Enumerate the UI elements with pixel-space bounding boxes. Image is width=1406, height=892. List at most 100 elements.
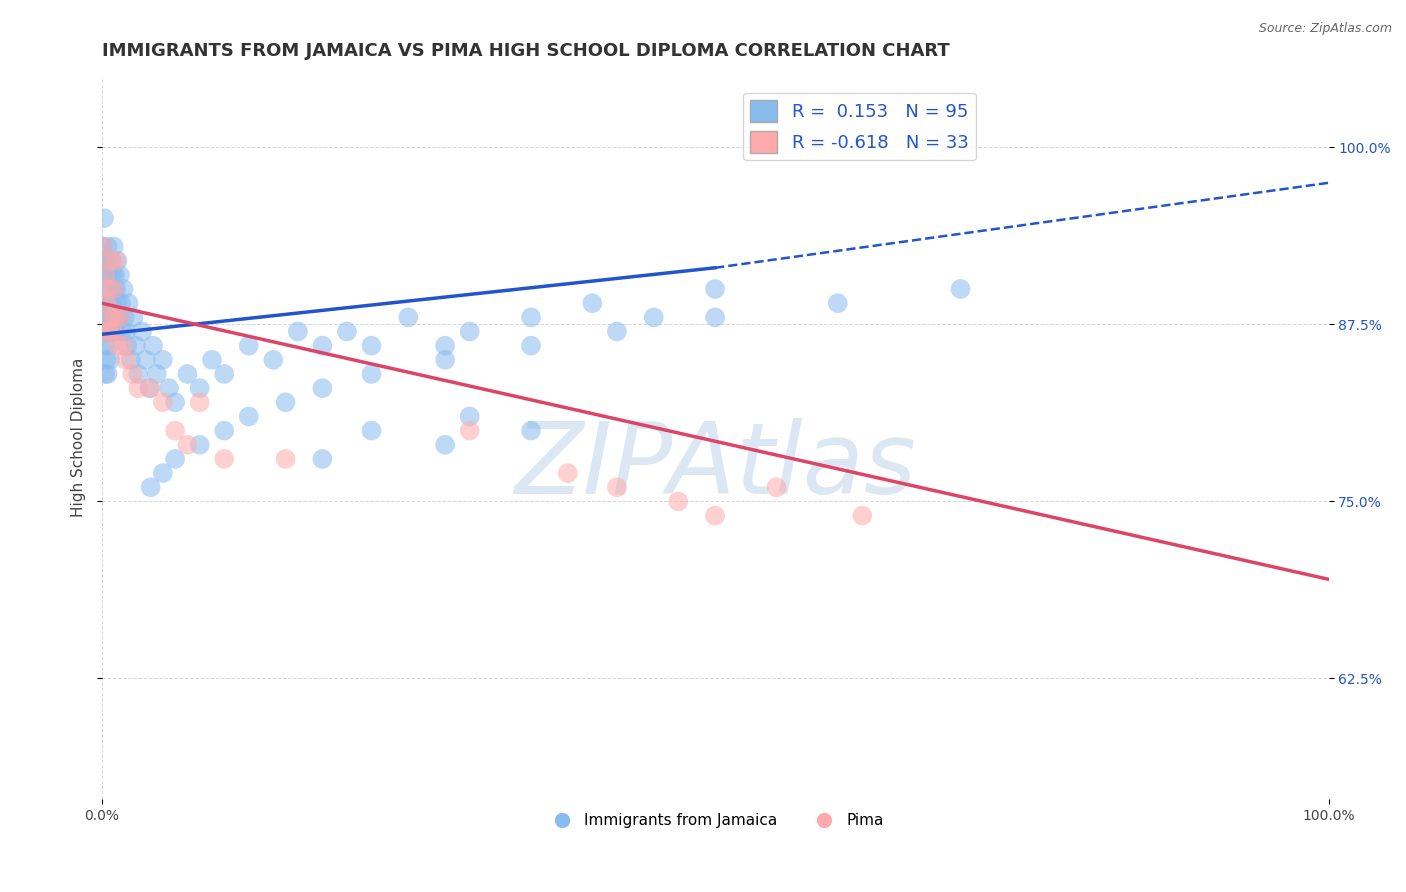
Point: [122, 310, 145, 325]
Point: [115, 325, 138, 339]
Point: [105, 253, 128, 268]
Point: [101, 325, 124, 339]
Point: [606, 480, 628, 494]
Point: [458, 325, 481, 339]
Point: [188, 381, 211, 395]
Point: [557, 466, 579, 480]
Point: [152, 395, 174, 409]
Point: [108, 310, 131, 325]
Point: [112, 339, 135, 353]
Point: [201, 352, 224, 367]
Legend: Immigrants from Jamaica, Pima: Immigrants from Jamaica, Pima: [540, 807, 890, 835]
Point: [97, 325, 120, 339]
Point: [274, 395, 297, 409]
Point: [104, 310, 127, 325]
Point: [98, 268, 121, 282]
Point: [157, 381, 180, 395]
Point: [176, 367, 198, 381]
Point: [100, 310, 122, 325]
Point: [1133, 834, 1156, 848]
Point: [96, 352, 118, 367]
Point: [827, 296, 849, 310]
Point: [111, 325, 134, 339]
Point: [100, 296, 122, 310]
Point: [336, 325, 359, 339]
Point: [188, 395, 211, 409]
Point: [704, 508, 727, 523]
Point: [287, 325, 309, 339]
Point: [396, 310, 419, 325]
Point: [165, 395, 187, 409]
Point: [127, 367, 149, 381]
Text: Source: ZipAtlas.com: Source: ZipAtlas.com: [1258, 22, 1392, 36]
Point: [98, 253, 121, 268]
Point: [98, 310, 121, 325]
Point: [117, 296, 139, 310]
Point: [103, 282, 125, 296]
Point: [103, 282, 125, 296]
Point: [311, 381, 333, 395]
Point: [100, 325, 122, 339]
Point: [238, 409, 260, 424]
Point: [96, 310, 118, 325]
Point: [107, 310, 129, 325]
Point: [238, 339, 260, 353]
Point: [135, 352, 157, 367]
Text: IMMIGRANTS FROM JAMAICA VS PIMA HIGH SCHOOL DIPLOMA CORRELATION CHART: IMMIGRANTS FROM JAMAICA VS PIMA HIGH SCH…: [101, 42, 949, 60]
Point: [581, 296, 603, 310]
Point: [188, 438, 211, 452]
Point: [112, 282, 135, 296]
Point: [97, 367, 120, 381]
Point: [666, 494, 689, 508]
Point: [152, 352, 174, 367]
Point: [94, 339, 117, 353]
Point: [93, 268, 115, 282]
Point: [107, 339, 129, 353]
Point: [360, 424, 382, 438]
Point: [127, 381, 149, 395]
Point: [91, 282, 114, 296]
Point: [165, 452, 187, 467]
Text: ZIPAtlas: ZIPAtlas: [515, 418, 917, 515]
Point: [94, 367, 117, 381]
Point: [94, 268, 117, 282]
Point: [93, 211, 115, 226]
Point: [212, 452, 235, 467]
Point: [142, 339, 165, 353]
Point: [108, 268, 131, 282]
Point: [434, 339, 457, 353]
Point: [176, 438, 198, 452]
Point: [93, 325, 115, 339]
Point: [98, 352, 121, 367]
Point: [212, 367, 235, 381]
Point: [93, 310, 115, 325]
Point: [104, 268, 127, 282]
Point: [104, 310, 127, 325]
Point: [117, 339, 139, 353]
Point: [114, 310, 136, 325]
Point: [105, 325, 128, 339]
Point: [97, 296, 120, 310]
Point: [125, 339, 148, 353]
Point: [103, 325, 125, 339]
Point: [110, 296, 132, 310]
Point: [434, 438, 457, 452]
Point: [131, 325, 153, 339]
Point: [100, 253, 122, 268]
Y-axis label: High School Diploma: High School Diploma: [72, 358, 86, 517]
Point: [212, 424, 235, 438]
Point: [458, 409, 481, 424]
Point: [152, 466, 174, 480]
Point: [107, 296, 129, 310]
Point: [274, 452, 297, 467]
Point: [520, 339, 543, 353]
Point: [108, 310, 131, 325]
Point: [520, 424, 543, 438]
Point: [105, 282, 128, 296]
Point: [97, 325, 120, 339]
Point: [434, 352, 457, 367]
Point: [138, 381, 160, 395]
Point: [107, 253, 129, 268]
Point: [101, 268, 124, 282]
Point: [165, 424, 187, 438]
